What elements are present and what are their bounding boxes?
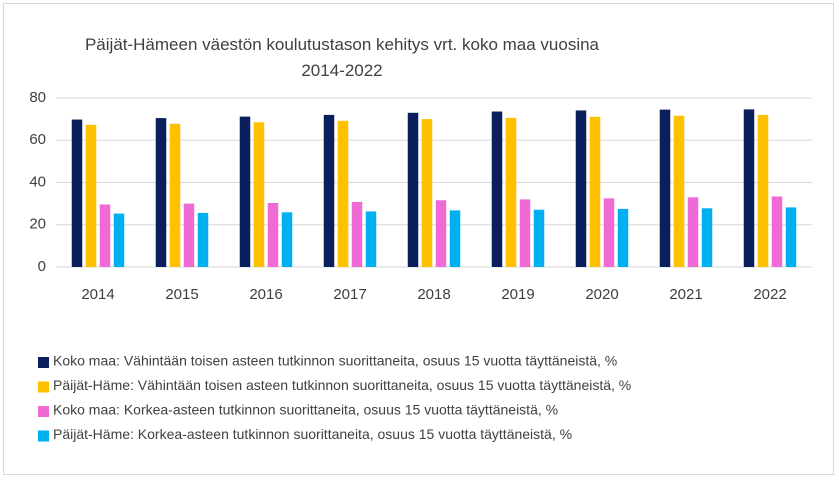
x-tick-label: 2014 xyxy=(81,286,114,303)
legend-label: Koko maa: Korkea-asteen tutkinnon suorit… xyxy=(53,402,558,418)
x-tick-label: 2015 xyxy=(165,286,198,303)
bar xyxy=(673,115,685,268)
bar xyxy=(239,116,251,267)
bar xyxy=(421,119,433,267)
bar xyxy=(197,212,209,267)
y-tick-label: 80 xyxy=(29,89,46,106)
bar xyxy=(323,114,335,268)
bar xyxy=(113,213,125,267)
bar xyxy=(351,201,363,267)
x-tick-label: 2016 xyxy=(249,286,282,303)
x-tick-label: 2020 xyxy=(585,286,618,303)
bar xyxy=(533,209,545,267)
bar xyxy=(407,112,419,267)
bar xyxy=(505,117,517,267)
bar xyxy=(99,204,111,267)
bar xyxy=(785,207,797,267)
bar xyxy=(687,197,699,267)
bar xyxy=(519,199,531,267)
legend-label: Koko maa: Vähintään toisen asteen tutkin… xyxy=(53,353,617,369)
bar xyxy=(155,118,167,267)
bar xyxy=(169,123,181,268)
bar xyxy=(603,198,615,267)
legend-swatch xyxy=(38,357,49,368)
bar xyxy=(267,202,279,267)
bar xyxy=(449,210,461,267)
bar xyxy=(743,109,755,267)
legend-swatch xyxy=(38,406,49,417)
y-tick-label: 20 xyxy=(29,216,46,233)
bar xyxy=(337,120,349,267)
x-tick-label: 2017 xyxy=(333,286,366,303)
bar xyxy=(365,211,377,267)
legend-label: Päijät-Häme: Vähintään toisen asteen tut… xyxy=(53,377,631,393)
x-tick-label: 2022 xyxy=(753,286,786,303)
bar xyxy=(281,212,293,267)
bar xyxy=(435,200,447,267)
bar xyxy=(183,203,195,267)
bar xyxy=(617,208,629,267)
legend-label: Päijät-Häme: Korkea-asteen tutkinnon suo… xyxy=(53,426,572,442)
bar xyxy=(701,208,713,267)
chart-title: Päijät-Hämeen väestön koulutustason kehi… xyxy=(84,35,600,80)
bar xyxy=(771,196,783,267)
bar xyxy=(589,116,601,268)
y-tick-label: 40 xyxy=(29,173,46,190)
x-tick-label: 2018 xyxy=(417,286,450,303)
bar xyxy=(757,114,769,268)
bar xyxy=(253,122,265,267)
y-tick-label: 60 xyxy=(29,131,46,148)
y-tick-label: 0 xyxy=(38,258,46,275)
chart-frame xyxy=(3,3,834,475)
x-tick-label: 2019 xyxy=(501,286,534,303)
bar xyxy=(659,109,671,268)
bar xyxy=(575,110,587,268)
x-tick-label: 2021 xyxy=(669,286,702,303)
legend-swatch xyxy=(38,430,49,442)
bar xyxy=(491,111,503,268)
legend-swatch xyxy=(38,381,49,393)
bar xyxy=(71,119,83,267)
bar xyxy=(85,124,97,267)
